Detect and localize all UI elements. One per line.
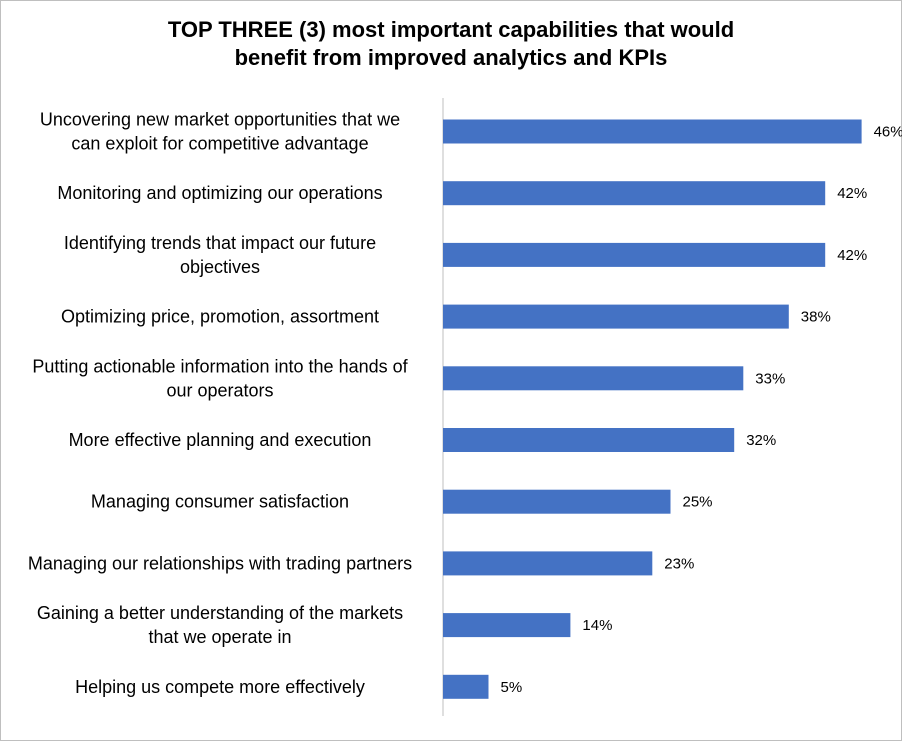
- category-label-3: Identifying trends that impact our futur…: [64, 233, 376, 277]
- category-label-3-line-1: Identifying trends that impact our futur…: [64, 233, 376, 253]
- value-label-5: 33%: [755, 370, 785, 387]
- bar-1: [443, 119, 862, 144]
- category-label-7: Managing consumer satisfaction: [91, 492, 349, 512]
- bars-group: [443, 119, 862, 699]
- value-label-8: 23%: [664, 555, 694, 572]
- category-label-4: Optimizing price, promotion, assortment: [61, 307, 379, 327]
- bar-10: [443, 674, 489, 699]
- category-label-5: Putting actionable information into the …: [32, 356, 408, 400]
- bar-5: [443, 366, 744, 391]
- category-label-7-line-1: Managing consumer satisfaction: [91, 492, 349, 512]
- chart-title-line-2: benefit from improved analytics and KPIs: [234, 45, 668, 70]
- category-label-1-line-1: Uncovering new market opportunities that…: [40, 110, 400, 130]
- category-label-5-line-1: Putting actionable information into the …: [32, 356, 408, 376]
- value-label-9: 14%: [582, 617, 612, 634]
- bar-7: [443, 489, 671, 514]
- category-label-4-line-1: Optimizing price, promotion, assortment: [61, 307, 379, 327]
- category-label-9: Gaining a better understanding of the ma…: [37, 603, 403, 647]
- value-label-2: 42%: [837, 185, 867, 202]
- category-label-6: More effective planning and execution: [69, 430, 372, 450]
- category-label-10-line-1: Helping us compete more effectively: [75, 677, 365, 697]
- category-label-9-line-1: Gaining a better understanding of the ma…: [37, 603, 403, 623]
- value-label-10: 5%: [501, 679, 523, 696]
- value-label-1: 46%: [874, 124, 902, 141]
- value-label-7: 25%: [683, 494, 713, 511]
- category-label-10: Helping us compete more effectively: [75, 677, 365, 697]
- category-labels-group: Uncovering new market opportunities that…: [28, 110, 412, 697]
- category-label-8-line-1: Managing our relationships with trading …: [28, 553, 412, 573]
- category-label-2: Monitoring and optimizing our operations: [57, 183, 382, 203]
- chart-title: TOP THREE (3) most important capabilitie…: [0, 16, 902, 72]
- value-label-4: 38%: [801, 309, 831, 326]
- category-label-6-line-1: More effective planning and execution: [69, 430, 372, 450]
- category-label-8: Managing our relationships with trading …: [28, 553, 412, 573]
- category-label-2-line-1: Monitoring and optimizing our operations: [57, 183, 382, 203]
- value-labels-group: 46% 42% 42% 38% 33% 32% 25% 23% 14% 5%: [501, 124, 902, 696]
- bar-2: [443, 181, 826, 206]
- bar-9: [443, 613, 571, 638]
- bar-4: [443, 304, 789, 329]
- category-label-3-line-2: objectives: [180, 257, 260, 277]
- value-label-3: 42%: [837, 247, 867, 264]
- bar-8: [443, 551, 653, 576]
- category-label-9-line-2: that we operate in: [148, 627, 291, 647]
- bar-3: [443, 242, 826, 267]
- category-label-1-line-2: can exploit for competitive advantage: [71, 134, 368, 154]
- bar-6: [443, 428, 735, 452]
- value-label-6: 32%: [746, 432, 776, 449]
- category-label-5-line-2: our operators: [166, 380, 273, 400]
- chart-title-line-1: TOP THREE (3) most important capabilitie…: [167, 17, 735, 42]
- category-label-1: Uncovering new market opportunities that…: [40, 110, 400, 154]
